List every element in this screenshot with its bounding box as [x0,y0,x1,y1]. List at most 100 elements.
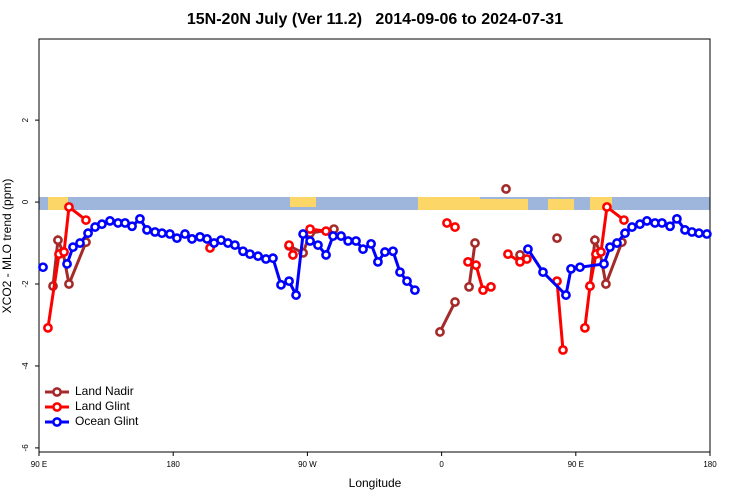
point [552,233,562,244]
point [388,246,398,257]
point [68,242,78,253]
point [523,244,533,255]
point [521,254,532,264]
point [336,231,346,241]
point [585,281,595,291]
point [402,276,412,287]
legend-marker [52,417,62,427]
point [313,240,323,250]
point [665,221,675,232]
point [575,262,585,273]
point [373,256,383,267]
y-tick-label: 2 [21,117,30,122]
legend-label: Ocean Glint [75,414,139,428]
point [268,253,278,264]
point [253,251,263,262]
point [503,249,513,260]
point [83,228,93,239]
point [464,281,474,292]
point [328,231,338,241]
point [478,285,488,296]
point [701,229,712,239]
legend-label: Land Glint [75,399,130,413]
point [358,244,368,255]
point [627,222,637,232]
x-axis-label: Longitude [349,476,402,490]
point [276,279,286,290]
series-line [51,227,624,333]
point [694,228,704,239]
point [470,238,480,248]
point [245,249,255,260]
point [579,322,590,333]
point [642,216,652,226]
point [601,279,611,289]
point [450,222,460,232]
point [366,238,376,249]
point [435,327,445,337]
point [602,202,612,212]
x-tick-label: 90 W [298,460,317,469]
point [671,213,682,224]
x-tick-label: 90 E [568,460,584,469]
point [538,267,548,278]
point [395,267,405,278]
point [165,229,175,239]
point [501,184,511,194]
point [561,290,571,300]
point [291,290,301,300]
point [605,242,615,253]
point [230,240,240,250]
point [321,250,331,260]
point [81,215,91,225]
y-tick-label: 0 [21,199,30,204]
point [105,216,115,226]
point [75,238,85,248]
point [619,215,629,225]
point [596,247,606,257]
point [288,250,298,260]
legend-label: Land Nadir [75,384,134,398]
point [59,247,69,257]
point [380,247,390,257]
point [558,345,568,355]
point [471,260,481,271]
point [64,279,74,289]
point [180,229,190,239]
point [351,236,361,246]
point [202,234,212,244]
x-tick-label: 90 E [31,460,47,469]
point [442,218,452,228]
y-tick-label: -2 [21,280,30,288]
point [305,224,315,235]
point [343,236,354,246]
point [135,213,145,224]
point [53,235,63,246]
point [463,256,473,267]
point [298,229,308,239]
point [187,234,197,244]
point [142,225,152,235]
legend-marker [52,387,62,397]
point [284,276,294,287]
point [620,228,630,239]
point [38,262,48,273]
point [62,259,72,269]
legend-marker [52,402,62,412]
land-ocean-strip [39,197,710,210]
point [305,236,315,246]
point [127,221,137,232]
point [410,285,420,296]
point [43,322,53,333]
x-tick-label: 0 [439,460,444,469]
point [64,202,74,212]
y-tick-label: -6 [21,444,30,452]
y-tick-label: -4 [21,362,30,370]
point [486,281,496,292]
point [612,238,622,248]
point [589,235,600,246]
point [97,219,107,230]
point [321,226,331,237]
point [566,263,576,274]
